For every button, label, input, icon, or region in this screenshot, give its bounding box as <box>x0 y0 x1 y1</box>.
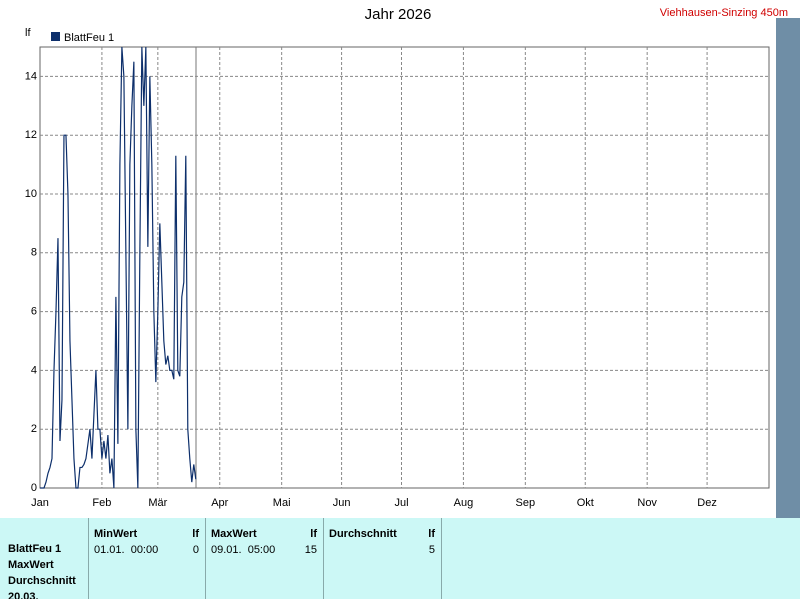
chart-title: Jahr 2026 <box>365 6 432 23</box>
y-tick-label: 6 <box>31 306 37 318</box>
x-tick-label: Dez <box>697 497 717 509</box>
header: MinWert <box>94 528 138 540</box>
avg-column: Durchschnitt lf 5 <box>323 518 442 599</box>
header: Durchschnitt <box>329 528 397 540</box>
x-tick-label: Mai <box>273 497 291 509</box>
stats-table: BlattFeu 1 MaxWert Durchschnitt 20.03. M… <box>0 518 800 599</box>
background-strip <box>776 18 800 518</box>
row-label: MaxWert <box>8 559 54 571</box>
legend-label: BlattFeu 1 <box>64 32 114 44</box>
time: 01.01. 00:00 <box>94 544 159 556</box>
y-tick-label: 12 <box>25 129 37 141</box>
x-tick-label: Sep <box>516 497 536 509</box>
row-label: BlattFeu 1 <box>8 543 62 555</box>
legend-swatch <box>51 32 60 41</box>
header: MaxWert <box>211 528 257 540</box>
value: 5 <box>428 544 435 556</box>
station: Viehhausen-Sinzing 450m <box>660 7 788 19</box>
row-label: Durchschnitt <box>8 575 76 587</box>
unit: lf <box>192 528 199 540</box>
unit: lf <box>428 528 435 540</box>
x-tick-label: Okt <box>577 497 594 509</box>
label-column: BlattFeu 1 MaxWert Durchschnitt 20.03. <box>0 518 89 599</box>
value: 0 <box>192 544 199 556</box>
x-tick-label: Apr <box>211 497 228 509</box>
min-column: MinWert lf 01.01. 00:00 0 <box>88 518 206 599</box>
x-tick-label: Jun <box>333 497 351 509</box>
y-tick-label: 8 <box>31 247 37 259</box>
chart: Jahr 2026 Viehhausen-Sinzing 450m lf Bla… <box>25 6 800 518</box>
x-tick-label: Jan <box>31 497 49 509</box>
data-line <box>40 46 197 489</box>
y-tick-label: 2 <box>31 423 37 435</box>
x-tick-label: Aug <box>454 497 474 509</box>
value: 15 <box>304 544 317 556</box>
row-label: 20.03. <box>8 591 39 599</box>
max-column: MaxWert lf 09.01. 05:00 15 <box>205 518 324 599</box>
y-tick-label: 14 <box>25 70 37 82</box>
x-tick-label: Nov <box>637 497 657 509</box>
time: 09.01. 05:00 <box>211 544 276 556</box>
x-tick-label: Jul <box>394 497 408 509</box>
y-label: lf <box>25 27 31 39</box>
unit: lf <box>310 528 317 540</box>
y-tick-label: 10 <box>25 188 37 200</box>
y-tick-label: 4 <box>31 364 37 376</box>
x-tick-label: Mär <box>148 497 167 509</box>
y-tick-label: 0 <box>31 482 37 494</box>
x-tick-label: Feb <box>92 497 111 509</box>
